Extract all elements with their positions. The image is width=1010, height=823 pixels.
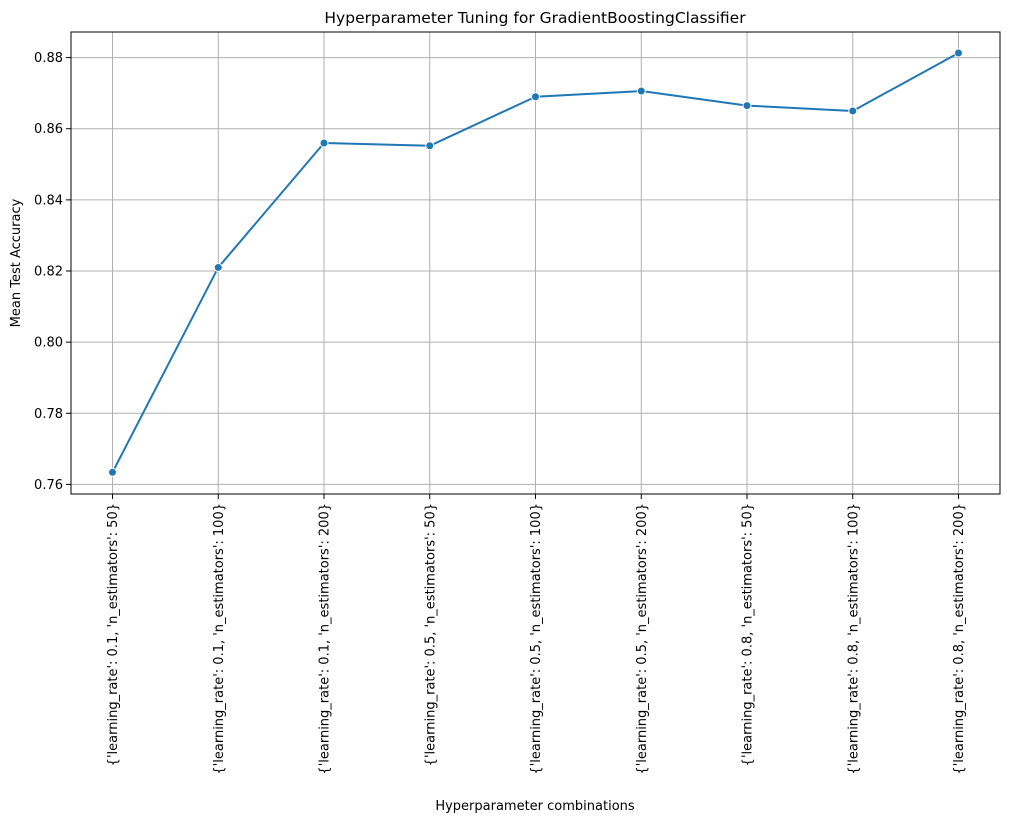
grid-lines [71, 32, 1000, 494]
data-point [848, 106, 858, 116]
x-tick-label: {'learning_rate': 0.1, 'n_estimators': 5… [106, 503, 121, 766]
x-tick-label: {'learning_rate': 0.1, 'n_estimators': 2… [318, 503, 333, 775]
x-tick-label: {'learning_rate': 0.5, 'n_estimators': 1… [529, 503, 544, 775]
y-tick-label: 0.86 [34, 122, 63, 137]
y-tick-label: 0.84 [34, 193, 63, 208]
data-point [425, 141, 435, 151]
data-point [636, 86, 646, 96]
y-tick-label: 0.82 [34, 265, 63, 280]
x-tick-label: {'learning_rate': 0.8, 'n_estimators': 5… [741, 503, 756, 766]
series-accuracy [108, 48, 963, 477]
x-tick-label: {'learning_rate': 0.1, 'n_estimators': 1… [212, 503, 227, 775]
data-point [319, 138, 329, 148]
y-tick-label: 0.88 [34, 51, 63, 66]
axis-ticks: {'learning_rate': 0.1, 'n_estimators': 5… [34, 51, 967, 774]
x-tick-label: {'learning_rate': 0.8, 'n_estimators': 1… [846, 503, 861, 775]
x-axis-label: Hyperparameter combinations [435, 799, 635, 814]
x-tick-label: {'learning_rate': 0.5, 'n_estimators': 5… [423, 503, 438, 766]
y-tick-label: 0.80 [34, 336, 63, 351]
data-point [213, 262, 223, 272]
data-point [954, 48, 963, 58]
data-point [108, 467, 117, 477]
data-point [742, 101, 752, 111]
y-tick-label: 0.76 [34, 478, 63, 493]
x-tick-label: {'learning_rate': 0.5, 'n_estimators': 2… [635, 503, 650, 775]
x-tick-label: {'learning_rate': 0.8, 'n_estimators': 2… [952, 503, 967, 775]
y-tick-label: 0.78 [34, 407, 63, 422]
data-point [531, 92, 540, 102]
y-axis-label: Mean Test Accuracy [9, 198, 24, 327]
chart-title: Hyperparameter Tuning for GradientBoosti… [324, 9, 746, 27]
